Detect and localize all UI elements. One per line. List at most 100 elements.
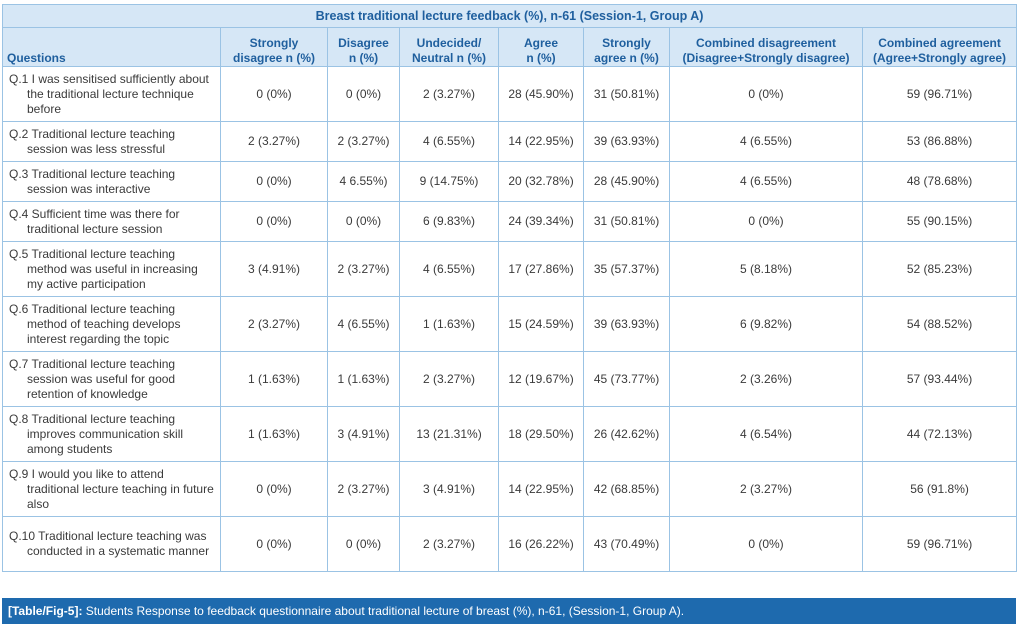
table-row: Q.2 Traditional lecture teaching session… — [2, 121, 1018, 162]
combined-disagreement-cell: 2 (3.27%) — [669, 461, 863, 517]
question-cell: Q.4 Sufficient time was there for tradit… — [2, 201, 221, 242]
strongly-disagree-cell: 0 (0%) — [220, 461, 328, 517]
undecided-cell: 2 (3.27%) — [399, 351, 499, 407]
combined-agreement-cell: 59 (96.71%) — [861, 66, 1018, 122]
table-row: Q.5 Traditional lecture teaching method … — [2, 241, 1018, 297]
combined-disagreement-cell: 6 (9.82%) — [669, 296, 863, 352]
undecided-cell: 13 (21.31%) — [399, 406, 499, 462]
question-cell: Q.9 I would you like to attend tradition… — [2, 461, 221, 517]
strongly-disagree-cell: 0 (0%) — [220, 516, 328, 572]
question-cell: Q.3 Traditional lecture teaching session… — [2, 161, 221, 202]
disagree-cell: 0 (0%) — [327, 516, 400, 572]
combined-agreement-cell: 48 (78.68%) — [861, 161, 1018, 202]
combined-agreement-cell: 57 (93.44%) — [861, 351, 1018, 407]
header-combined-agreement: Combined agreement (Agree+Strongly agree) — [861, 27, 1018, 67]
combined-disagreement-cell: 0 (0%) — [669, 201, 863, 242]
agree-cell: 20 (32.78%) — [498, 161, 584, 202]
header-combined-disagreement: Combined disagreement (Disagree+Strongly … — [669, 27, 863, 67]
table-row: Q.8 Traditional lecture teaching improve… — [2, 406, 1018, 462]
table-row: Q.3 Traditional lecture teaching session… — [2, 161, 1018, 202]
combined-disagreement-cell: 4 (6.55%) — [669, 121, 863, 162]
disagree-cell: 2 (3.27%) — [327, 121, 400, 162]
combined-disagreement-cell: 4 (6.54%) — [669, 406, 863, 462]
agree-cell: 16 (26.22%) — [498, 516, 584, 572]
strongly-disagree-cell: 1 (1.63%) — [220, 406, 328, 462]
strongly-agree-cell: 42 (68.85%) — [583, 461, 670, 517]
combined-disagreement-cell: 0 (0%) — [669, 516, 863, 572]
caption-text: Students Response to feedback questionna… — [85, 604, 685, 618]
strongly-agree-cell: 35 (57.37%) — [583, 241, 670, 297]
strongly-disagree-cell: 0 (0%) — [220, 161, 328, 202]
disagree-cell: 2 (3.27%) — [327, 241, 400, 297]
strongly-agree-cell: 28 (45.90%) — [583, 161, 670, 202]
strongly-disagree-cell: 0 (0%) — [220, 201, 328, 242]
combined-disagreement-cell: 5 (8.18%) — [669, 241, 863, 297]
header-row: Questions Strongly disagree n (%) Disagre… — [2, 27, 1018, 67]
strongly-agree-cell: 31 (50.81%) — [583, 201, 670, 242]
agree-cell: 14 (22.95%) — [498, 461, 584, 517]
header-agree: Agree n (%) — [498, 27, 584, 67]
disagree-cell: 0 (0%) — [327, 66, 400, 122]
undecided-cell: 3 (4.91%) — [399, 461, 499, 517]
disagree-cell: 1 (1.63%) — [327, 351, 400, 407]
question-cell: Q.2 Traditional lecture teaching session… — [2, 121, 221, 162]
agree-cell: 18 (29.50%) — [498, 406, 584, 462]
header-strongly-disagree: Strongly disagree n (%) — [220, 27, 328, 67]
table-row: Q.9 I would you like to attend tradition… — [2, 461, 1018, 517]
combined-agreement-cell: 54 (88.52%) — [861, 296, 1018, 352]
strongly-disagree-cell: 3 (4.91%) — [220, 241, 328, 297]
agree-cell: 24 (39.34%) — [498, 201, 584, 242]
combined-agreement-cell: 56 (91.8%) — [861, 461, 1018, 517]
strongly-agree-cell: 39 (63.93%) — [583, 296, 670, 352]
combined-disagreement-cell: 4 (6.55%) — [669, 161, 863, 202]
table-title: Breast traditional lecture feedback (%),… — [1, 4, 1018, 28]
question-cell: Q.5 Traditional lecture teaching method … — [2, 241, 221, 297]
question-cell: Q.1 I was sensitised sufficiently about … — [2, 66, 221, 122]
strongly-agree-cell: 45 (73.77%) — [583, 351, 670, 407]
table-row: Q.6 Traditional lecture teaching method … — [2, 296, 1018, 352]
question-cell: Q.10 Traditional lecture teaching was co… — [2, 516, 221, 572]
strongly-disagree-cell: 0 (0%) — [220, 66, 328, 122]
table-row: Q.7 Traditional lecture teaching session… — [2, 351, 1018, 407]
combined-disagreement-cell: 0 (0%) — [669, 66, 863, 122]
combined-disagreement-cell: 2 (3.26%) — [669, 351, 863, 407]
question-cell: Q.8 Traditional lecture teaching improve… — [2, 406, 221, 462]
combined-agreement-cell: 55 (90.15%) — [861, 201, 1018, 242]
disagree-cell: 3 (4.91%) — [327, 406, 400, 462]
strongly-disagree-cell: 2 (3.27%) — [220, 296, 328, 352]
agree-cell: 12 (19.67%) — [498, 351, 584, 407]
agree-cell: 28 (45.90%) — [498, 66, 584, 122]
undecided-cell: 1 (1.63%) — [399, 296, 499, 352]
table-row: Q.4 Sufficient time was there for tradit… — [2, 201, 1018, 242]
feedback-table: Breast traditional lecture feedback (%),… — [1, 4, 1018, 572]
header-strongly-agree: Strongly agree n (%) — [583, 27, 670, 67]
undecided-cell: 9 (14.75%) — [399, 161, 499, 202]
undecided-cell: 6 (9.83%) — [399, 201, 499, 242]
combined-agreement-cell: 52 (85.23%) — [861, 241, 1018, 297]
disagree-cell: 2 (3.27%) — [327, 461, 400, 517]
strongly-agree-cell: 31 (50.81%) — [583, 66, 670, 122]
disagree-cell: 4 (6.55%) — [327, 296, 400, 352]
strongly-disagree-cell: 2 (3.27%) — [220, 121, 328, 162]
undecided-cell: 2 (3.27%) — [399, 66, 499, 122]
disagree-cell: 4 6.55%) — [327, 161, 400, 202]
undecided-cell: 4 (6.55%) — [399, 121, 499, 162]
question-cell: Q.7 Traditional lecture teaching session… — [2, 351, 221, 407]
undecided-cell: 2 (3.27%) — [399, 516, 499, 572]
combined-agreement-cell: 59 (96.71%) — [861, 516, 1018, 572]
header-undecided: Undecided/Neutral n (%) — [399, 27, 499, 67]
agree-cell: 17 (27.86%) — [498, 241, 584, 297]
strongly-agree-cell: 43 (70.49%) — [583, 516, 670, 572]
question-cell: Q.6 Traditional lecture teaching method … — [2, 296, 221, 352]
table-row: Q.10 Traditional lecture teaching was co… — [2, 516, 1018, 572]
undecided-cell: 4 (6.55%) — [399, 241, 499, 297]
caption-label: [Table/Fig-5]: — [8, 604, 83, 618]
combined-agreement-cell: 44 (72.13%) — [861, 406, 1018, 462]
header-questions: Questions — [2, 27, 221, 67]
disagree-cell: 0 (0%) — [327, 201, 400, 242]
figure-caption: [Table/Fig-5]: Students Response to feed… — [2, 598, 1016, 624]
combined-agreement-cell: 53 (86.88%) — [861, 121, 1018, 162]
agree-cell: 14 (22.95%) — [498, 121, 584, 162]
table-row: Q.1 I was sensitised sufficiently about … — [2, 66, 1018, 122]
